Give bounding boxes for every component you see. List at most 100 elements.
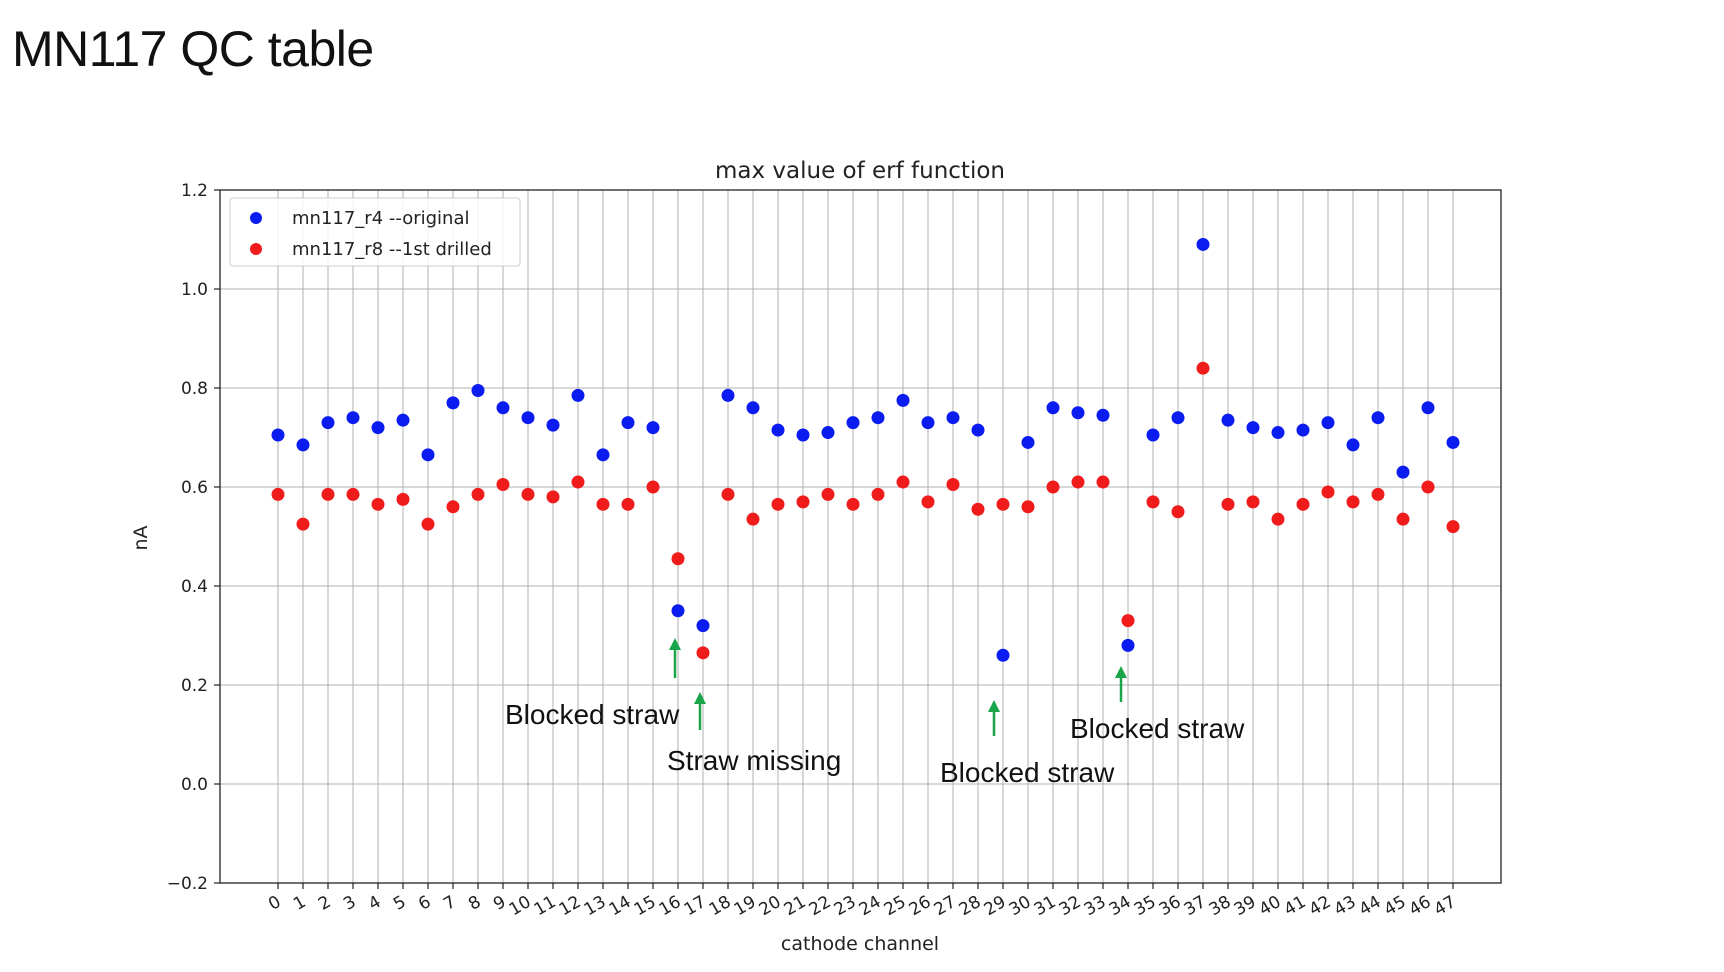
legend: mn117_r4 --original mn117_r8 --1st drill… <box>229 197 521 267</box>
x-tick-label: 14 <box>606 892 635 920</box>
annotation-text: Blocked straw <box>940 757 1115 788</box>
x-tick-label: 27 <box>931 892 960 920</box>
point-drilled-ch17 <box>696 646 710 660</box>
point-original-ch19 <box>746 401 760 415</box>
point-original-ch12 <box>571 388 585 402</box>
point-original-ch32 <box>1071 406 1085 420</box>
x-tick-label: 1 <box>290 892 309 915</box>
x-tick-label: 38 <box>1206 892 1235 920</box>
annotation-text: Blocked straw <box>505 699 680 730</box>
point-original-ch24 <box>871 411 885 425</box>
point-original-ch35 <box>1146 428 1160 442</box>
point-original-ch11 <box>546 418 560 432</box>
legend-marker-original <box>250 212 262 224</box>
point-original-ch8 <box>471 383 485 397</box>
x-tick-label: 11 <box>531 892 560 920</box>
point-original-ch1 <box>296 438 310 452</box>
point-original-ch46 <box>1421 401 1435 415</box>
point-drilled-ch37 <box>1196 361 1210 375</box>
point-original-ch22 <box>821 426 835 440</box>
point-drilled-ch16 <box>671 552 685 566</box>
x-tick-label: 0 <box>265 892 284 915</box>
point-drilled-ch35 <box>1146 495 1160 509</box>
point-drilled-ch43 <box>1346 495 1360 509</box>
legend-box <box>229 197 521 267</box>
plot-area-frame <box>219 189 1502 884</box>
y-tick-label: 0.6 <box>181 478 208 498</box>
point-original-ch42 <box>1321 416 1335 430</box>
point-original-ch20 <box>771 423 785 437</box>
point-drilled-ch29 <box>996 497 1010 511</box>
x-tick-label: 17 <box>681 892 710 920</box>
point-drilled-ch47 <box>1446 520 1460 534</box>
point-original-ch29 <box>996 648 1010 662</box>
point-original-ch26 <box>921 416 935 430</box>
x-tick-label: 19 <box>731 892 760 920</box>
x-tick-label: 23 <box>831 892 860 920</box>
x-tick-label: 33 <box>1081 892 1110 920</box>
point-drilled-ch8 <box>471 487 485 501</box>
point-original-ch7 <box>446 396 460 410</box>
point-drilled-ch12 <box>571 475 585 489</box>
point-original-ch33 <box>1096 408 1110 422</box>
annotation-arrow-head <box>694 692 706 704</box>
point-original-ch40 <box>1271 426 1285 440</box>
point-drilled-ch21 <box>796 495 810 509</box>
x-tick-label: 39 <box>1231 892 1260 920</box>
x-tick-label: 25 <box>881 892 910 920</box>
point-drilled-ch27 <box>946 478 960 492</box>
point-original-ch2 <box>321 416 335 430</box>
point-original-ch44 <box>1371 411 1385 425</box>
point-drilled-ch26 <box>921 495 935 509</box>
point-original-ch15 <box>646 421 660 435</box>
y-tick-label: 0.4 <box>181 577 208 597</box>
legend-label-drilled: mn117_r8 --1st drilled <box>292 239 492 260</box>
point-original-ch25 <box>896 393 910 407</box>
point-drilled-ch6 <box>421 517 435 531</box>
point-drilled-ch42 <box>1321 485 1335 499</box>
x-tick-label: 43 <box>1331 892 1360 920</box>
x-tick-label: 12 <box>556 892 585 920</box>
x-tick-label: 34 <box>1106 892 1135 920</box>
point-drilled-ch2 <box>321 487 335 501</box>
y-tick-label: 1.0 <box>181 280 208 300</box>
x-tick-label: 26 <box>906 892 935 920</box>
x-tick-label: 15 <box>631 892 660 920</box>
x-tick-label: 30 <box>1006 892 1035 920</box>
point-original-ch36 <box>1171 411 1185 425</box>
point-original-ch3 <box>346 411 360 425</box>
legend-label-original: mn117_r4 --original <box>292 208 469 229</box>
point-drilled-ch44 <box>1371 487 1385 501</box>
point-original-ch31 <box>1046 401 1060 415</box>
x-tick-label: 18 <box>706 892 735 920</box>
point-original-ch38 <box>1221 413 1235 427</box>
x-tick-label: 46 <box>1406 892 1435 920</box>
point-original-ch47 <box>1446 435 1460 449</box>
x-tick-label: 21 <box>781 892 810 920</box>
x-tick-label: 45 <box>1381 892 1410 920</box>
point-drilled-ch5 <box>396 492 410 506</box>
point-original-ch5 <box>396 413 410 427</box>
point-drilled-ch20 <box>771 497 785 511</box>
x-tick-label: 5 <box>390 892 409 915</box>
point-original-ch14 <box>621 416 635 430</box>
x-axis-label: cathode channel <box>781 933 939 955</box>
annotation-channel-34: Blocked straw <box>1070 666 1245 744</box>
annotation-arrow-head <box>988 700 1000 712</box>
annotation-text: Blocked straw <box>1070 713 1245 744</box>
point-drilled-ch7 <box>446 500 460 514</box>
slide-title: MN117 QC table <box>12 21 374 77</box>
point-drilled-ch46 <box>1421 480 1435 494</box>
point-drilled-ch38 <box>1221 497 1235 511</box>
point-original-ch27 <box>946 411 960 425</box>
y-axis-label: nA <box>130 525 152 550</box>
annotation-text: Straw missing <box>667 745 841 776</box>
point-drilled-ch45 <box>1396 512 1410 526</box>
x-tick-label: 7 <box>440 892 459 915</box>
x-tick-label: 35 <box>1131 892 1160 920</box>
point-drilled-ch34 <box>1121 614 1135 628</box>
point-original-ch16 <box>671 604 685 618</box>
point-drilled-ch10 <box>521 487 535 501</box>
x-tick-label: 22 <box>806 892 835 920</box>
